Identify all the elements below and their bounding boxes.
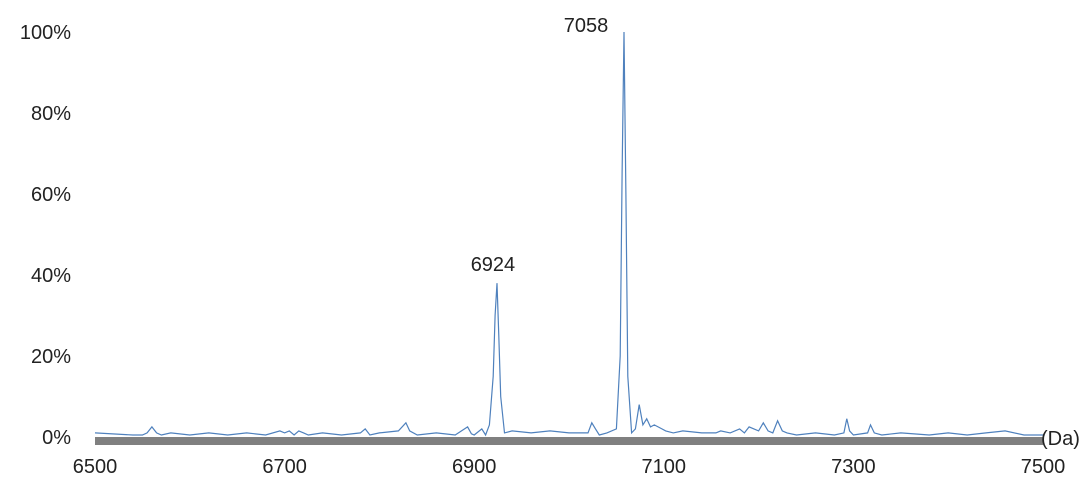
peak-label: 7058	[564, 15, 609, 37]
y-axis-ticks: 0% 20% 40% 60% 80% 100%	[20, 22, 71, 449]
peak-label: 6924	[471, 254, 516, 276]
y-tick-label: 0%	[42, 427, 71, 449]
x-tick-label: 6900	[452, 456, 497, 478]
x-tick-label: 6700	[262, 456, 307, 478]
x-axis-ticks: 6500 6700 6900 7100 7300 7500	[73, 456, 1066, 478]
x-tick-label: 7300	[831, 456, 876, 478]
y-tick-label: 100%	[20, 22, 71, 44]
spectrum-line	[94, 31, 1043, 437]
x-tick-label: 7100	[642, 456, 687, 478]
x-axis-unit: (Da)	[1041, 428, 1080, 450]
y-tick-label: 20%	[31, 346, 71, 368]
y-tick-label: 40%	[31, 265, 71, 287]
y-tick-label: 60%	[31, 184, 71, 206]
x-tick-label: 6500	[73, 456, 118, 478]
x-tick-label: 7500	[1021, 456, 1066, 478]
y-tick-label: 80%	[31, 103, 71, 125]
peak-annotations: 6924 7058	[471, 15, 609, 276]
x-axis-bar	[95, 437, 1043, 445]
